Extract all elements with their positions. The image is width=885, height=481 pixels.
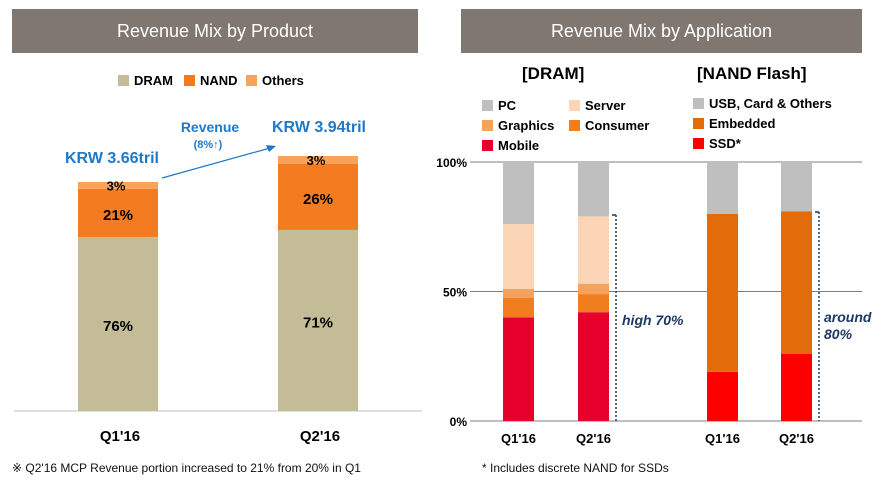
dram-bar-server-1 (503, 224, 534, 289)
dram-bar-graphics-1 (503, 288, 534, 298)
nand-bar-embedded-1 (707, 213, 738, 372)
legend-swatch-ssd (693, 138, 704, 149)
legend-swatch-usb (693, 98, 704, 109)
nand-chart-title: [NAND Flash] (697, 64, 807, 83)
legend-swatch-server (569, 100, 580, 111)
legend-embedded: Embedded (693, 116, 775, 131)
legend-swatch-nand (184, 75, 195, 86)
dram-x-tick-label-2: Q2'16 (576, 431, 611, 446)
dram-bar-mobile-2 (578, 312, 609, 421)
bar-dram-2 (278, 229, 358, 411)
nand-bar-ssd-1 (707, 371, 738, 421)
y-tick-label-0: 0% (450, 415, 468, 429)
data-label-nand-2: 26% (303, 191, 333, 208)
legend-swatch-others (246, 75, 257, 86)
legend-consumer: Consumer (569, 118, 649, 133)
legend-pc: PC (482, 98, 516, 113)
data-label-nand-1: 21% (103, 207, 133, 224)
dram-bar-server-2 (578, 216, 609, 284)
dram-bar-graphics-2 (578, 283, 609, 295)
dram-bar-consumer-2 (578, 294, 609, 313)
legend-server: Server (569, 98, 625, 113)
x-tick-label-1: Q1'16 (100, 428, 140, 445)
data-label-others-2: 3% (307, 153, 326, 168)
bar-nand-2 (278, 163, 358, 230)
legend-swatch-pc (482, 100, 493, 111)
footnote-ssd: * Includes discrete NAND for SSDs (482, 461, 669, 475)
dram-bar-pc-1 (503, 162, 534, 225)
legend-swatch-embedded (693, 118, 704, 129)
legend-swatch-dram (118, 75, 129, 86)
product-mix-header: Revenue Mix by Product (12, 9, 418, 53)
legend-mobile: Mobile (482, 138, 539, 153)
dram-bar-pc-2 (578, 162, 609, 217)
nand-bar-embedded-2 (781, 211, 812, 354)
bar-others-2 (278, 156, 358, 164)
total-label-q2: KRW 3.94tril (272, 119, 366, 136)
revenue-growth-annotation: (8%↑) (194, 139, 223, 151)
legend-ssd: SSD* (693, 136, 741, 151)
bar-nand-1 (78, 188, 158, 237)
dram-bar-consumer-1 (503, 297, 534, 318)
x-tick-label-2: Q2'16 (300, 428, 340, 445)
dram-x-tick-label-1: Q1'16 (501, 431, 536, 446)
legend-usb: USB, Card & Others (693, 96, 832, 111)
nand-annotation-line1: around (824, 309, 872, 325)
y-tick-label-50: 50% (443, 286, 467, 300)
data-label-dram-2: 71% (303, 314, 333, 331)
growth-arrow-head (266, 145, 276, 152)
nand-annotation-line2: 80% (824, 326, 853, 342)
growth-arrow-line (161, 147, 271, 179)
footnote-mcp: ※ Q2'16 MCP Revenue portion increased to… (12, 461, 361, 475)
legend-swatch-mobile (482, 140, 493, 151)
data-label-others-1: 3% (107, 178, 126, 193)
nand-bar-usb-card-others-2 (781, 162, 812, 212)
nand-x-tick-label-1: Q1'16 (705, 431, 740, 446)
total-label-q1: KRW 3.66tril (65, 150, 159, 167)
legend-graphics: Graphics (482, 118, 554, 133)
application-mix-header: Revenue Mix by Application (461, 9, 862, 53)
nand-bar-usb-card-others-1 (707, 162, 738, 214)
dram-chart-title: [DRAM] (522, 64, 585, 83)
legend-others: Others (246, 73, 304, 88)
revenue-annotation: Revenue (181, 119, 240, 135)
legend-swatch-consumer (569, 120, 580, 131)
legend-dram: DRAM (118, 73, 173, 88)
bar-others-1 (78, 182, 158, 189)
data-label-dram-1: 76% (103, 318, 133, 335)
legend-nand: NAND (184, 73, 238, 88)
nand-bar-ssd-2 (781, 353, 812, 421)
bar-dram-1 (78, 236, 158, 411)
dram-annotation: high 70% (622, 312, 684, 328)
legend-swatch-graphics (482, 120, 493, 131)
dram-bar-mobile-1 (503, 317, 534, 421)
nand-x-tick-label-2: Q2'16 (779, 431, 814, 446)
y-tick-label-100: 100% (436, 156, 467, 170)
